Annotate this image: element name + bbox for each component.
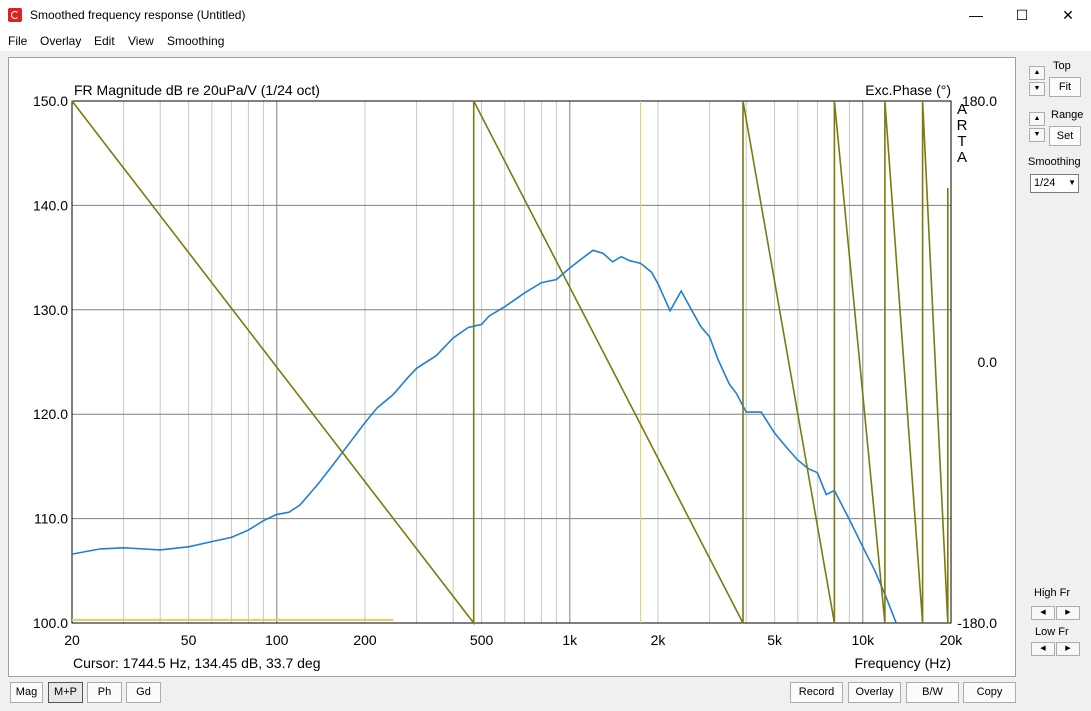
x-tick-label: 20: [64, 632, 80, 648]
y-tick-label: 150.0: [33, 93, 68, 109]
high-fr-left-button[interactable]: ◀: [1031, 606, 1055, 620]
x-tick-label: 100: [265, 632, 289, 648]
low-fr-right-button[interactable]: ▶: [1056, 642, 1080, 656]
x-tick-label: 10k: [852, 632, 876, 648]
x-tick-label: 1k: [562, 632, 578, 648]
smoothing-select[interactable]: 1/24 ▼: [1030, 174, 1079, 193]
overlay-button[interactable]: Overlay: [848, 682, 901, 703]
x-tick-label: 200: [353, 632, 377, 648]
high-fr-right-button[interactable]: ▶: [1056, 606, 1080, 620]
smoothing-value: 1/24: [1034, 177, 1056, 189]
mag-button[interactable]: Mag: [10, 682, 43, 703]
set-button[interactable]: Set: [1049, 126, 1081, 146]
phase-axis-title: Exc.Phase (°): [865, 82, 951, 98]
y-tick-label: 130.0: [33, 302, 68, 318]
top-down-button[interactable]: ▼: [1029, 82, 1045, 96]
x-tick-label: 500: [470, 632, 494, 648]
x-axis-label: Frequency (Hz): [855, 655, 951, 671]
x-tick-label: 5k: [767, 632, 783, 648]
y2-tick-label: -180.0: [957, 615, 997, 631]
menu-smoothing[interactable]: Smoothing: [167, 34, 225, 48]
y2-tick-label: 180.0: [962, 93, 997, 109]
y-tick-label: 110.0: [34, 511, 68, 527]
phase-series: [71, 100, 949, 626]
menu-overlay[interactable]: Overlay: [40, 34, 82, 48]
x-tick-label: 20k: [940, 632, 964, 648]
magnitude-series: [71, 249, 897, 624]
arta-logo-letter: T: [957, 133, 966, 150]
fit-button[interactable]: Fit: [1049, 77, 1081, 97]
bw-button[interactable]: B/W: [906, 682, 959, 703]
top-up-button[interactable]: ▲: [1029, 66, 1045, 80]
range-label: Range: [1051, 109, 1084, 121]
phase-button[interactable]: Ph: [87, 682, 122, 703]
chart-title: FR Magnitude dB re 20uPa/V (1/24 oct): [74, 82, 320, 98]
range-up-button[interactable]: ▲: [1029, 112, 1045, 126]
y-tick-label: 100.0: [33, 615, 68, 631]
high-fr-label: High Fr: [1034, 587, 1071, 599]
y-tick-label: 140.0: [33, 197, 68, 213]
range-down-button[interactable]: ▼: [1029, 128, 1045, 142]
low-fr-label: Low Fr: [1035, 626, 1069, 638]
group-delay-button[interactable]: Gd: [126, 682, 161, 703]
title-bar: Smoothed frequency response (Untitled) —…: [0, 0, 1091, 31]
top-label: Top: [1053, 60, 1071, 72]
chevron-down-icon: ▼: [1068, 178, 1076, 187]
mag-phase-button[interactable]: M+P: [48, 682, 83, 703]
copy-button[interactable]: Copy: [963, 682, 1016, 703]
x-tick-label: 50: [181, 632, 197, 648]
arta-logo-letter: A: [957, 149, 967, 166]
low-fr-left-button[interactable]: ◀: [1031, 642, 1055, 656]
menu-file[interactable]: File: [8, 34, 28, 48]
y-tick-label: 120.0: [33, 406, 68, 422]
plot-border: [71, 100, 952, 624]
menu-view[interactable]: View: [128, 34, 154, 48]
menu-edit[interactable]: Edit: [94, 34, 115, 48]
smoothing-label: Smoothing: [1028, 156, 1081, 168]
arta-logo-letter: R: [957, 117, 968, 134]
close-button[interactable]: ✕: [1062, 7, 1074, 23]
y2-tick-label: 0.0: [978, 354, 998, 370]
menu-bar: File Overlay Edit View Smoothing: [0, 31, 1091, 51]
record-button[interactable]: Record: [790, 682, 843, 703]
app-icon: [8, 8, 22, 22]
window-title: Smoothed frequency response (Untitled): [30, 8, 246, 22]
minimize-button[interactable]: —: [969, 7, 983, 23]
maximize-button[interactable]: ☐: [1015, 7, 1029, 23]
x-tick-label: 2k: [651, 632, 667, 648]
arta-logo-letter: A: [957, 101, 967, 118]
cursor-readout: Cursor: 1744.5 Hz, 134.45 dB, 33.7 deg: [73, 655, 321, 671]
frequency-response-chart[interactable]: 150.0 140.0 130.0 120.0 110.0 100.0 180.0 0.0 -1…: [9, 58, 1015, 676]
plot-panel[interactable]: 150.0 140.0 130.0 120.0 110.0 100.0 180.0 0.0 -1…: [8, 57, 1016, 677]
